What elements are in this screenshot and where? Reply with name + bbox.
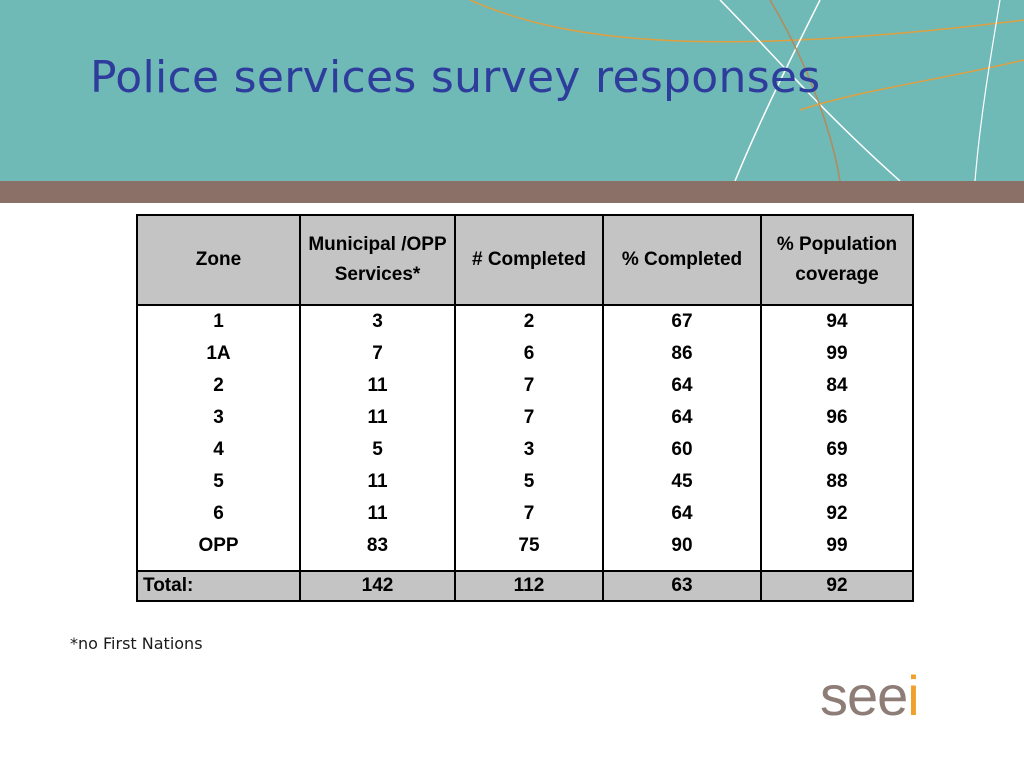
table-cell: 11 xyxy=(299,370,456,402)
table-cell: 1A xyxy=(136,338,301,370)
table-cell: 1 xyxy=(136,305,301,338)
decorative-arcs xyxy=(469,0,1024,181)
footnote: *no First Nations xyxy=(70,634,203,653)
table-cell: 99 xyxy=(760,530,914,562)
table-cell: 5 xyxy=(136,466,301,498)
header-band xyxy=(0,0,1024,181)
table-row: OPP 83 75 90 99 xyxy=(136,530,914,562)
seei-logo: seei xyxy=(820,666,970,726)
header-number-completed: # Completed xyxy=(454,214,604,306)
table-cell: 11 xyxy=(299,466,456,498)
table-cell: 88 xyxy=(760,466,914,498)
header-percent-completed: % Completed xyxy=(602,214,762,306)
table-total-row: Total: 142 112 63 92 xyxy=(136,570,914,602)
logo-text: see xyxy=(820,664,908,727)
header-zone: Zone xyxy=(136,214,301,306)
table-cell: 94 xyxy=(760,305,914,338)
table-cell: 5 xyxy=(299,434,456,466)
table-cell: 99 xyxy=(760,338,914,370)
table-cell: 92 xyxy=(760,498,914,530)
table-cell: 5 xyxy=(454,466,604,498)
table-cell: 90 xyxy=(602,530,762,562)
logo-i-glyph: i xyxy=(907,664,919,727)
table-cell: 96 xyxy=(760,402,914,434)
table-cell: 2 xyxy=(136,370,301,402)
table-cell: 67 xyxy=(602,305,762,338)
table-row: 4 5 3 60 69 xyxy=(136,434,914,466)
divider-bar xyxy=(0,181,1024,203)
total-label: Total: xyxy=(136,570,301,602)
table-cell: 64 xyxy=(602,370,762,402)
table-row: 2 11 7 64 84 xyxy=(136,370,914,402)
table-row: 5 11 5 45 88 xyxy=(136,466,914,498)
total-cell: 92 xyxy=(760,570,914,602)
table-cell: 6 xyxy=(454,338,604,370)
table-cell: 86 xyxy=(602,338,762,370)
table-cell: 7 xyxy=(454,402,604,434)
table-cell: 3 xyxy=(454,434,604,466)
table-cell: 11 xyxy=(299,498,456,530)
page-title: Police services survey responses xyxy=(90,52,821,103)
table-cell: 7 xyxy=(454,498,604,530)
table-cell: 7 xyxy=(454,370,604,402)
table-row: 6 11 7 64 92 xyxy=(136,498,914,530)
table-cell: 3 xyxy=(136,402,301,434)
total-cell: 112 xyxy=(454,570,604,602)
table-cell: 64 xyxy=(602,402,762,434)
table-cell: 84 xyxy=(760,370,914,402)
table-cell: 3 xyxy=(299,305,456,338)
table-row: 1A 7 6 86 99 xyxy=(136,338,914,370)
table-row: 3 11 7 64 96 xyxy=(136,402,914,434)
table-cell: 69 xyxy=(760,434,914,466)
total-cell: 63 xyxy=(602,570,762,602)
header-municipal-opp-services: Municipal /OPP Services* xyxy=(299,214,456,306)
table-cell: 2 xyxy=(454,305,604,338)
table-cell: 45 xyxy=(602,466,762,498)
table-cell: 7 xyxy=(299,338,456,370)
table-cell: 75 xyxy=(454,530,604,562)
table-spacer-row xyxy=(136,562,914,571)
total-cell: 142 xyxy=(299,570,456,602)
table-cell: 64 xyxy=(602,498,762,530)
table-header-row: Zone Municipal /OPP Services* # Complete… xyxy=(136,214,914,306)
table-cell: 11 xyxy=(299,402,456,434)
table-cell: 4 xyxy=(136,434,301,466)
header-percent-population-coverage: % Population coverage xyxy=(760,214,914,306)
table-cell: 60 xyxy=(602,434,762,466)
survey-table: Zone Municipal /OPP Services* # Complete… xyxy=(136,214,914,602)
table-cell: 83 xyxy=(299,530,456,562)
table-cell: OPP xyxy=(136,530,301,562)
table-cell: 6 xyxy=(136,498,301,530)
table-row: 1 3 2 67 94 xyxy=(136,305,914,338)
